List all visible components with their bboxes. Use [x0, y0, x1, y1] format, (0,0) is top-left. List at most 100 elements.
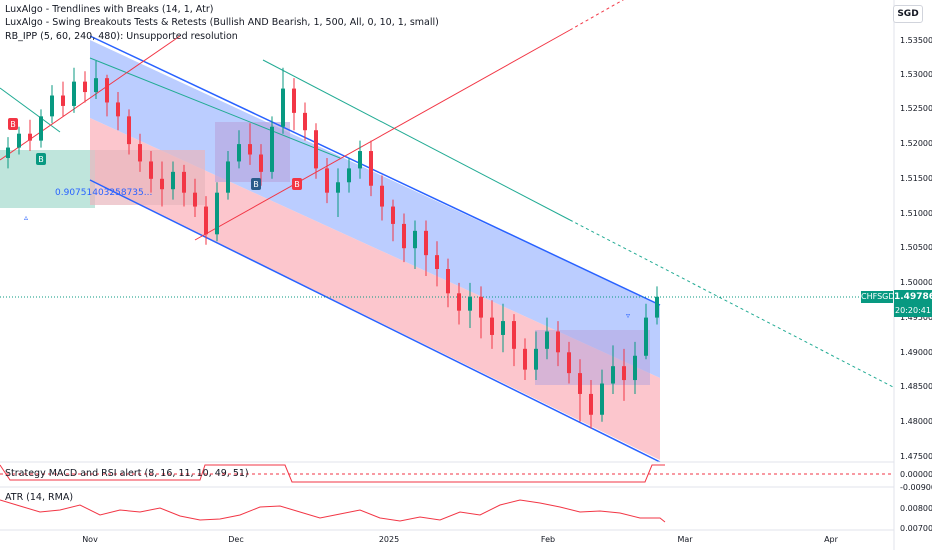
candle-body: [248, 144, 252, 155]
signal-marker-b-4[interactable]: B: [292, 178, 302, 190]
candle-body: [655, 296, 659, 318]
candle-body: [116, 102, 120, 117]
candle-body: [369, 151, 373, 186]
legend-strategy[interactable]: Strategy MACD and RSI alert (8, 16, 11, …: [5, 468, 249, 479]
legend-trendlines[interactable]: LuxAlgo - Trendlines with Breaks (14, 1,…: [5, 4, 214, 15]
candle-body: [259, 154, 263, 172]
candle-body: [545, 331, 549, 349]
time-axis-tick: 2025: [379, 535, 399, 544]
candle-body: [413, 230, 417, 249]
price-axis-tick: 1.51500: [900, 174, 932, 183]
signal-marker-label: B: [10, 120, 16, 129]
price-axis-tick: 1.53000: [900, 70, 932, 79]
candle-body: [61, 95, 65, 106]
candle-body: [127, 116, 131, 145]
support-zone: [0, 150, 95, 208]
signal-marker-label: B: [294, 180, 300, 189]
triangle-marker-2: ▿: [626, 311, 630, 320]
price-axis[interactable]: 1.53500 1.53000 1.52500 1.52000 1.51500 1.510…: [900, 36, 932, 461]
time-axis[interactable]: Nov Dec 2025 Feb Mar Apr: [82, 535, 838, 544]
candle-body: [347, 168, 351, 183]
candle-body: [314, 130, 318, 169]
candle-body: [556, 331, 560, 353]
candle-body: [435, 255, 439, 270]
candle-body: [578, 373, 582, 394]
candle-body: [567, 352, 571, 374]
candle-body: [149, 161, 153, 179]
symbol-tag: CHFSGD: [861, 291, 895, 303]
price-axis-tick: 1.53500: [900, 36, 932, 45]
candle-body: [336, 182, 340, 193]
signal-marker-b-3[interactable]: B: [251, 178, 261, 190]
channel-upper-line: [89, 35, 661, 306]
signal-marker-b-1[interactable]: B: [8, 118, 18, 130]
signal-marker-label: B: [38, 155, 44, 164]
atr-axis-tick: 0.00700: [900, 524, 932, 533]
time-axis-tick: Mar: [677, 535, 693, 544]
candle-body: [17, 133, 21, 148]
candle-body: [72, 81, 76, 106]
candle-body: [105, 78, 109, 103]
legend-swing-breakouts[interactable]: LuxAlgo - Swing Breakouts Tests & Retest…: [5, 17, 439, 28]
candle-body: [391, 206, 395, 224]
candle-body: [446, 269, 450, 294]
candle-body: [226, 161, 230, 193]
price-axis-tick: 1.50500: [900, 243, 932, 252]
candle-body: [215, 192, 219, 235]
candle-body: [479, 296, 483, 318]
trendline-red: [194, 29, 571, 241]
candle-body: [94, 78, 98, 93]
triangle-marker-1: ▵: [24, 213, 28, 222]
candle-body: [83, 81, 87, 93]
candle-body: [303, 112, 307, 131]
time-axis-tick: Dec: [228, 535, 243, 544]
candle-body: [501, 321, 505, 335]
candle-body: [204, 206, 208, 235]
currency-selector[interactable]: SGD: [893, 5, 923, 23]
price-axis-tick: 1.52500: [900, 104, 932, 113]
price-axis-tick: 1.48000: [900, 417, 932, 426]
legend-atr[interactable]: ATR (14, RMA): [5, 492, 74, 503]
price-axis-tick: 1.51000: [900, 209, 932, 218]
strategy-signal-line: [0, 464, 665, 483]
time-axis-tick: Nov: [82, 535, 98, 544]
candle-body: [292, 88, 296, 113]
candle-body: [6, 147, 10, 158]
channel-lower-line: [89, 179, 661, 463]
price-axis-tick: 1.52000: [900, 139, 932, 148]
candle-body: [182, 171, 186, 193]
legend-rb-ipp[interactable]: RB_IPP (5, 60, 240, 480): Unsupported re…: [5, 31, 238, 42]
price-axis-tick: 1.47500: [900, 452, 932, 461]
candle-body: [622, 366, 626, 381]
atr-axis-tick: 0.00800: [900, 504, 932, 513]
price-axis-tick: 1.49500: [900, 313, 932, 322]
candle-body: [644, 317, 648, 356]
atr-line: [0, 499, 666, 523]
fib-level-label: 0.90751403258735...: [55, 188, 153, 198]
countdown-timer: 20:20:41: [895, 306, 931, 315]
last-price-tag: 1.49786 20:20:41: [894, 290, 932, 317]
trendline-red-ext: [569, 0, 624, 31]
strategy-axis: 0.00000: [900, 470, 932, 479]
candle-body: [534, 348, 538, 370]
trendline-teal-3: [262, 59, 571, 221]
candle-body: [237, 144, 241, 162]
candle-body: [380, 185, 384, 207]
order-block-3: [535, 330, 650, 385]
candle-body: [28, 133, 32, 141]
signal-marker-b-2[interactable]: B: [36, 153, 46, 165]
price-axis-tick: 1.48500: [900, 382, 932, 391]
last-price-value: 1.49786: [894, 292, 932, 302]
candle-body: [633, 355, 637, 381]
trendline-teal-2: [0, 87, 61, 133]
candle-body: [490, 317, 494, 335]
candle-body: [589, 393, 593, 415]
candle-body: [325, 168, 329, 193]
candle-body: [424, 230, 428, 256]
trendline-teal-3-ext: [569, 219, 896, 389]
price-axis-tick: 1.49000: [900, 348, 932, 357]
